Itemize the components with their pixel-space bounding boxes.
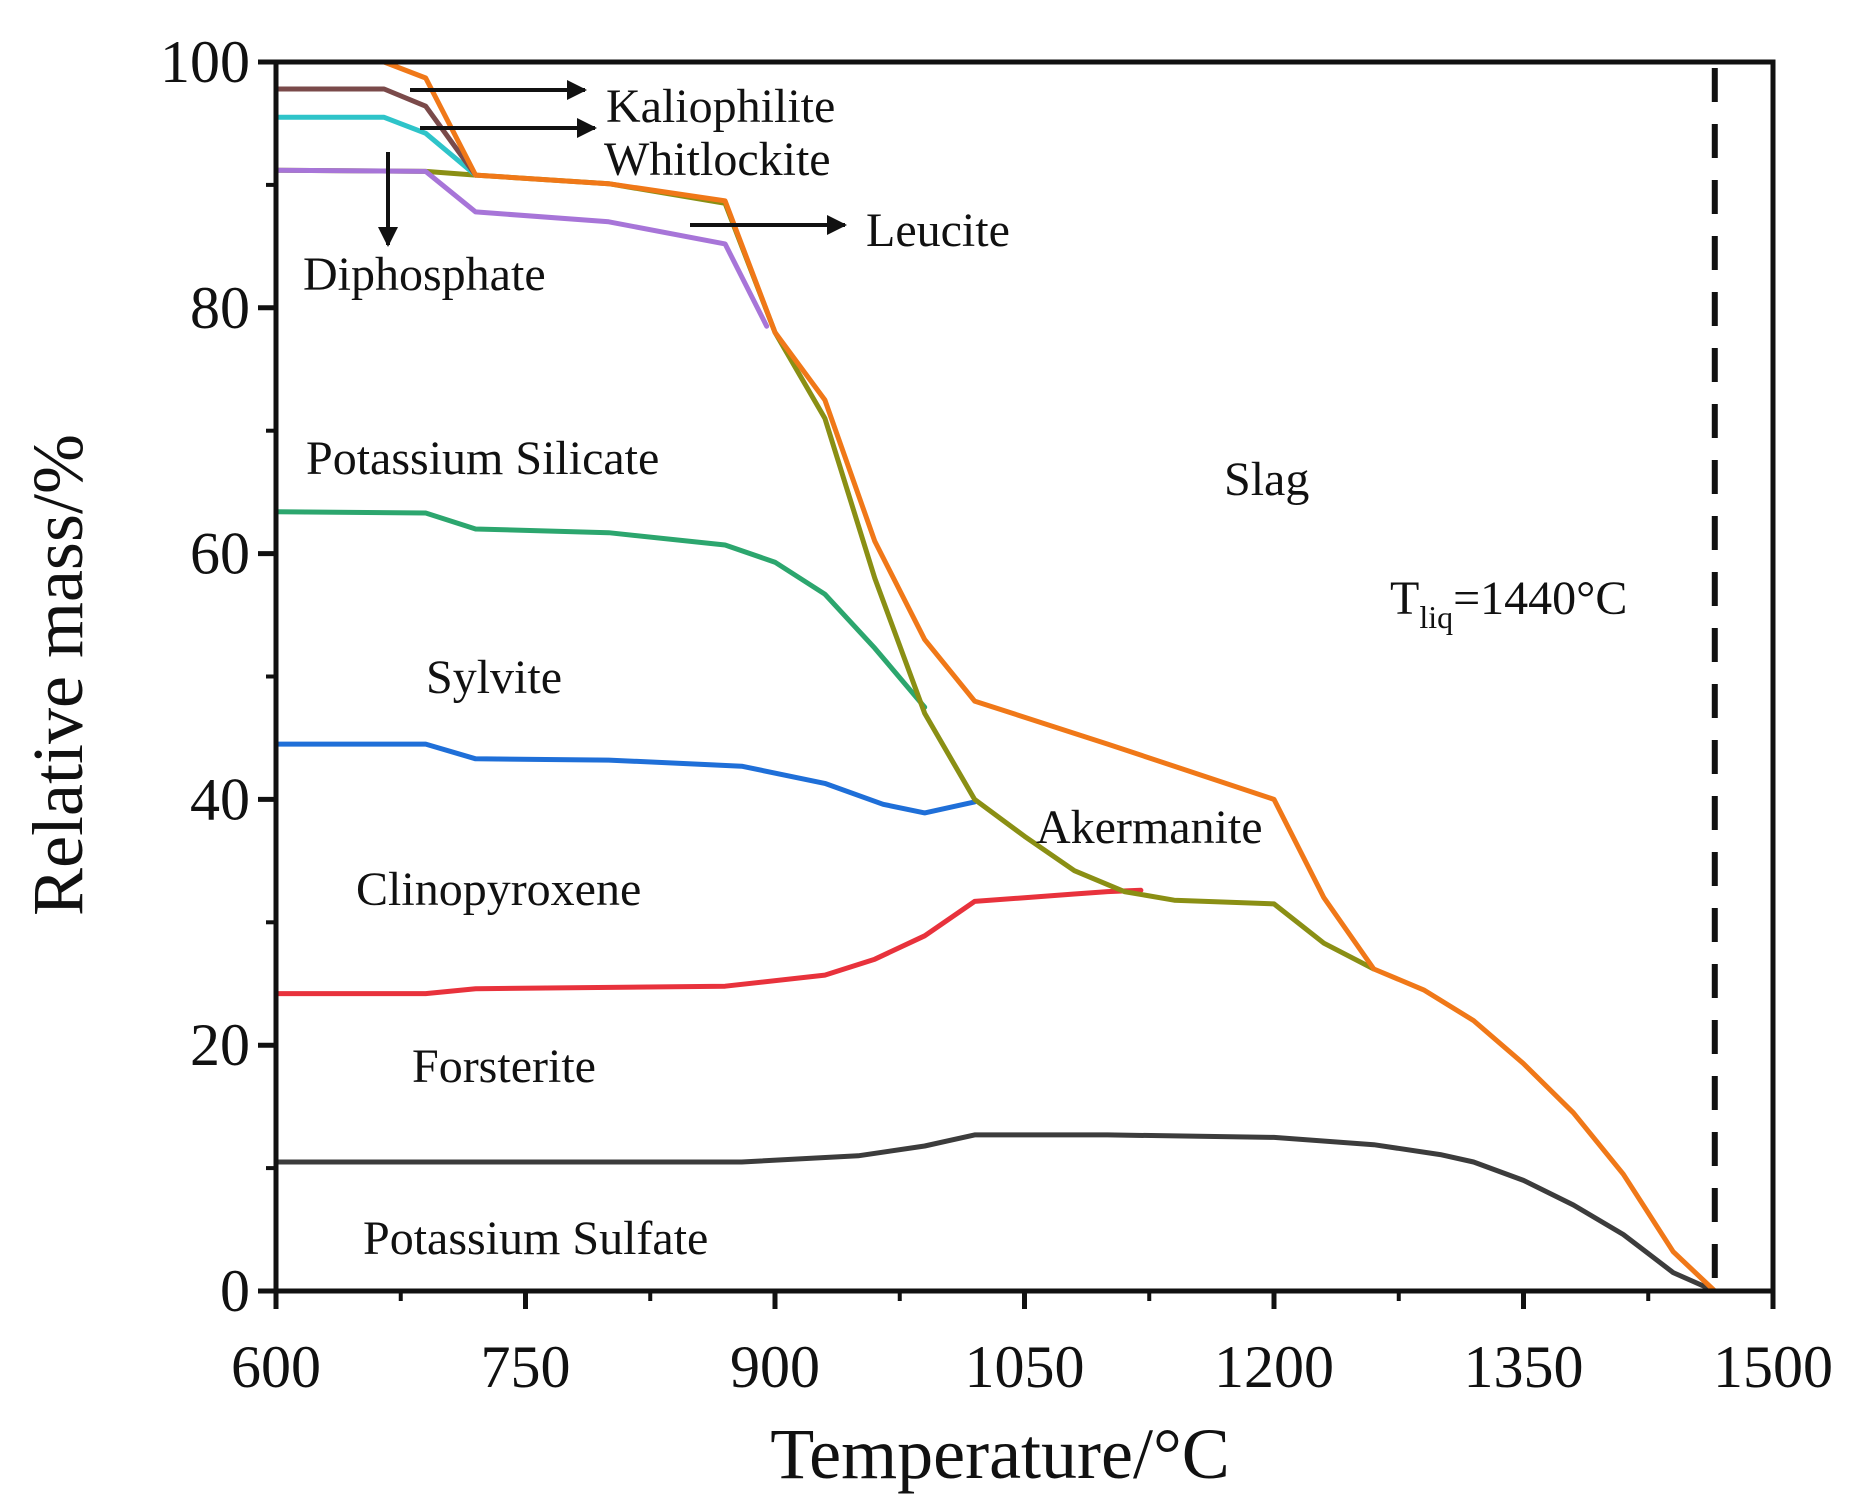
y-axis-title: Relative mass/% bbox=[18, 434, 98, 916]
series-line-0 bbox=[273, 1132, 1718, 1294]
label-sylvite: Sylvite bbox=[426, 651, 562, 704]
x-axis-title: Temperature/°C bbox=[770, 1414, 1230, 1494]
y-tick-label-5: 100 bbox=[160, 29, 250, 95]
series-line-7 bbox=[273, 86, 479, 178]
label-leucite: Leucite bbox=[866, 204, 1010, 257]
series-line-1 bbox=[273, 887, 1144, 997]
tick-layer: 600 750 900 1050 1200 1350 1500 0 20 40 60 80 100 bbox=[160, 29, 1833, 1400]
label-slag: Slag bbox=[1224, 453, 1309, 506]
x-tick-label-6: 1500 bbox=[1713, 1334, 1833, 1400]
y-tick-label-1: 20 bbox=[190, 1012, 250, 1078]
x-tick-label-3: 1050 bbox=[965, 1334, 1085, 1400]
label-diphosphate: Diphosphate bbox=[303, 248, 546, 301]
label-akermanite: Akermanite bbox=[1036, 801, 1263, 854]
series-line-3 bbox=[273, 509, 928, 710]
x-tick-label-1: 750 bbox=[481, 1334, 571, 1400]
x-tick-label-4: 1200 bbox=[1214, 1334, 1334, 1400]
label-potassium-sulfate: Potassium Sulfate bbox=[363, 1212, 708, 1265]
label-potassium-silicate: Potassium Silicate bbox=[306, 432, 659, 485]
label-forsterite: Forsterite bbox=[412, 1040, 596, 1093]
series-line-2 bbox=[273, 741, 978, 816]
label-kaliophilite: Kaliophilite bbox=[606, 80, 835, 133]
y-tick-label-0: 0 bbox=[220, 1258, 250, 1324]
series-line-8 bbox=[273, 59, 1718, 1294]
label-clinopyroxene: Clinopyroxene bbox=[356, 863, 641, 916]
x-tick-label-2: 900 bbox=[730, 1334, 820, 1400]
x-tick-label-5: 1350 bbox=[1464, 1334, 1584, 1400]
series-line-6 bbox=[273, 114, 479, 178]
label-whitlockite: Whitlockite bbox=[604, 133, 831, 186]
x-tick-label-0: 600 bbox=[231, 1334, 321, 1400]
series-layer bbox=[273, 59, 1718, 1294]
label-liquidus-temperature: Tliq=1440°C bbox=[1390, 572, 1627, 635]
y-tick-label-2: 40 bbox=[190, 766, 250, 832]
y-tick-label-3: 60 bbox=[190, 521, 250, 587]
y-tick-label-4: 80 bbox=[190, 275, 250, 341]
series-line-5 bbox=[273, 167, 770, 329]
